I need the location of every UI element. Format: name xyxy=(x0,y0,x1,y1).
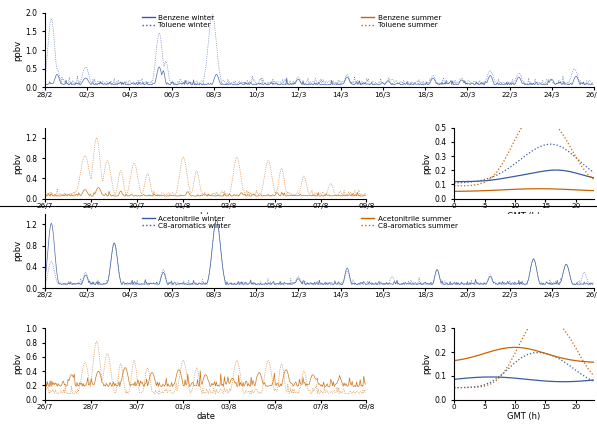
Legend: Acetonitrile summer, C8-aromatics summer: Acetonitrile summer, C8-aromatics summer xyxy=(361,215,458,229)
Y-axis label: ppbv: ppbv xyxy=(13,241,22,261)
X-axis label: date: date xyxy=(196,412,215,422)
X-axis label: GMT (h): GMT (h) xyxy=(507,212,541,221)
Y-axis label: ppbv: ppbv xyxy=(423,153,432,174)
Y-axis label: ppbv: ppbv xyxy=(13,153,22,174)
X-axis label: date: date xyxy=(196,212,215,221)
Y-axis label: ppbv: ppbv xyxy=(13,40,22,61)
Y-axis label: ppbv: ppbv xyxy=(423,353,432,374)
X-axis label: GMT (h): GMT (h) xyxy=(507,412,541,422)
Y-axis label: ppbv: ppbv xyxy=(13,353,22,374)
Legend: Benzene summer, Toluene summer: Benzene summer, Toluene summer xyxy=(361,15,441,28)
